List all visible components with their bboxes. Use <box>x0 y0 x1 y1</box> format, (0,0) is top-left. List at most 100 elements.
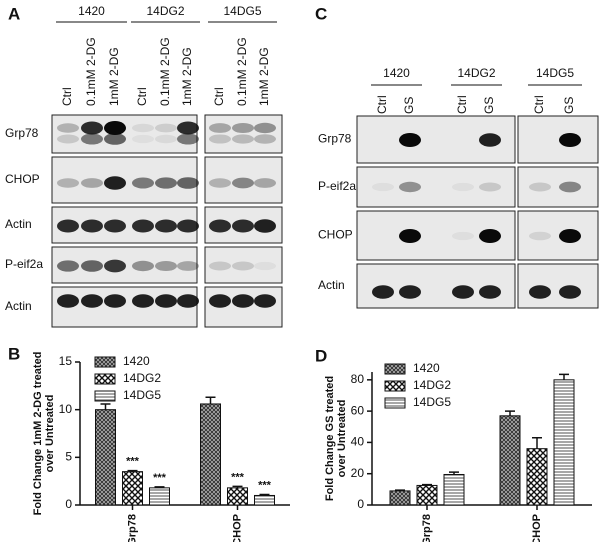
y-tick-label: 0 <box>357 497 364 511</box>
bar <box>499 415 521 506</box>
blot-band <box>479 133 501 147</box>
blot-band <box>155 123 177 133</box>
blot-strip <box>51 286 198 328</box>
error-bar <box>532 436 542 449</box>
blot-band <box>254 294 276 308</box>
significance-label: *** <box>126 456 140 468</box>
blot-band <box>209 123 231 133</box>
blot-band <box>57 178 79 188</box>
blot-band <box>529 231 551 241</box>
legend-swatch <box>94 390 116 402</box>
group-label: 14DG5 <box>223 4 261 18</box>
blot-band <box>559 229 581 243</box>
y-tick-label: 10 <box>59 402 73 416</box>
panel-label: B <box>8 344 20 363</box>
legend-swatch <box>384 380 406 392</box>
y-axis-label: Fold Change 1mM 2-DG treated <box>32 352 44 516</box>
legend-swatch <box>384 397 406 409</box>
blot-band <box>452 182 474 192</box>
y-tick-label: 20 <box>351 466 365 480</box>
blot-band <box>399 285 421 299</box>
bar <box>526 448 548 506</box>
blot-band <box>81 121 103 135</box>
blot-band <box>57 294 79 308</box>
blot-band <box>232 122 254 134</box>
blot-band <box>254 134 276 144</box>
blot-band <box>155 134 177 144</box>
blot-band <box>254 178 276 188</box>
bar <box>122 471 143 506</box>
blot-band <box>209 219 231 233</box>
blot-band <box>559 181 581 193</box>
blot-band <box>372 285 394 299</box>
blot-band <box>559 285 581 299</box>
blot-band <box>177 133 199 145</box>
blot-band <box>104 259 126 273</box>
blot-strip <box>51 114 198 154</box>
blot-band <box>177 219 199 233</box>
blot-strip <box>204 114 283 154</box>
blot-band <box>81 294 103 308</box>
blot-band <box>132 177 154 189</box>
row-label: Grp78 <box>5 126 39 140</box>
blot-band <box>104 121 126 135</box>
error-bar <box>205 396 216 404</box>
significance-label: *** <box>231 471 245 483</box>
row-label: Grp78 <box>318 132 352 146</box>
legend-swatch <box>94 373 116 385</box>
legend-label: 14DG5 <box>123 388 161 402</box>
blot-band <box>81 260 103 272</box>
y-tick-label: 5 <box>65 450 72 464</box>
blot-strip <box>517 166 599 208</box>
x-tick-label: CHOP <box>531 514 543 542</box>
blot-band <box>209 178 231 188</box>
row-label: P-eif2a <box>318 179 356 193</box>
row-label: Actin <box>5 299 32 313</box>
blot-band <box>372 182 394 192</box>
bar <box>254 494 275 506</box>
x-tick-label: Grp78 <box>126 514 138 542</box>
blot-strip <box>204 246 283 284</box>
y-axis-label: over Untreated <box>44 395 56 473</box>
blot-band <box>399 181 421 193</box>
blot-band <box>254 219 276 233</box>
lane-label: 1mM 2-DG <box>257 47 271 106</box>
lane-label: Ctrl <box>375 95 389 114</box>
lane-label: 0.1mM 2-DG <box>84 37 98 106</box>
lane-label: GS <box>482 97 496 114</box>
lane-label: GS <box>402 97 416 114</box>
blot-band <box>132 219 154 233</box>
y-axis-label: Fold Change GS treated <box>324 376 336 501</box>
blot-band <box>132 294 154 308</box>
error-bar <box>395 489 405 491</box>
error-bar <box>505 410 515 416</box>
bar <box>200 403 221 506</box>
bar <box>227 487 248 506</box>
blot-band <box>209 261 231 271</box>
blot-band <box>155 260 177 272</box>
blot-strip <box>517 115 599 164</box>
row-label: CHOP <box>318 228 353 242</box>
legend-label: 14DG5 <box>413 395 451 409</box>
bar <box>149 487 170 506</box>
error-bar <box>559 373 569 380</box>
error-bar <box>154 486 165 488</box>
blot-band <box>529 285 551 299</box>
blot-band <box>132 123 154 133</box>
significance-label: *** <box>153 472 167 484</box>
y-tick-label: 40 <box>351 435 365 449</box>
blot-band <box>132 134 154 144</box>
lane-label: Ctrl <box>212 87 226 106</box>
lane-label: GS <box>562 97 576 114</box>
blot-strip <box>356 166 516 208</box>
blot-strip <box>517 210 599 261</box>
error-bar <box>232 485 243 488</box>
lane-label: 0.1mM 2-DG <box>158 37 172 106</box>
blot-band <box>254 261 276 271</box>
panel-label: C <box>315 4 327 23</box>
blot-band <box>559 133 581 147</box>
legend-label: 1420 <box>123 354 150 368</box>
lane-label: 0.1mM 2-DG <box>235 37 249 106</box>
blot-band <box>104 294 126 308</box>
blot-band <box>479 229 501 243</box>
